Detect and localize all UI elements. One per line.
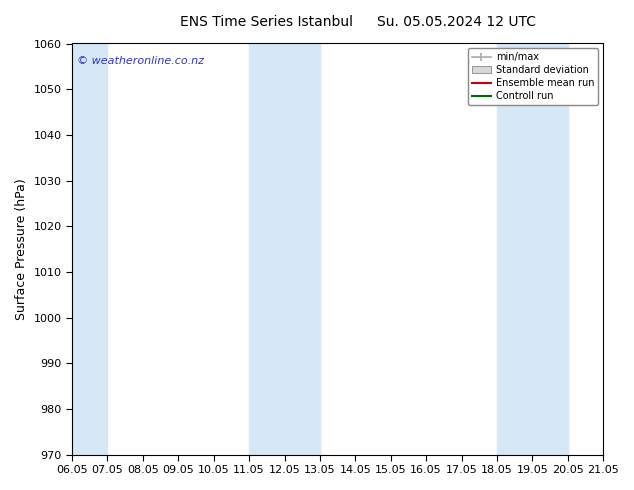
Bar: [72, 44, 108, 455]
Text: ENS Time Series Istanbul: ENS Time Series Istanbul: [180, 15, 353, 29]
Text: Su. 05.05.2024 12 UTC: Su. 05.05.2024 12 UTC: [377, 15, 536, 29]
Text: © weatheronline.co.nz: © weatheronline.co.nz: [77, 56, 204, 66]
Bar: [249, 44, 320, 455]
Y-axis label: Surface Pressure (hPa): Surface Pressure (hPa): [15, 178, 28, 320]
Legend: min/max, Standard deviation, Ensemble mean run, Controll run: min/max, Standard deviation, Ensemble me…: [468, 49, 598, 105]
Bar: [497, 44, 567, 455]
